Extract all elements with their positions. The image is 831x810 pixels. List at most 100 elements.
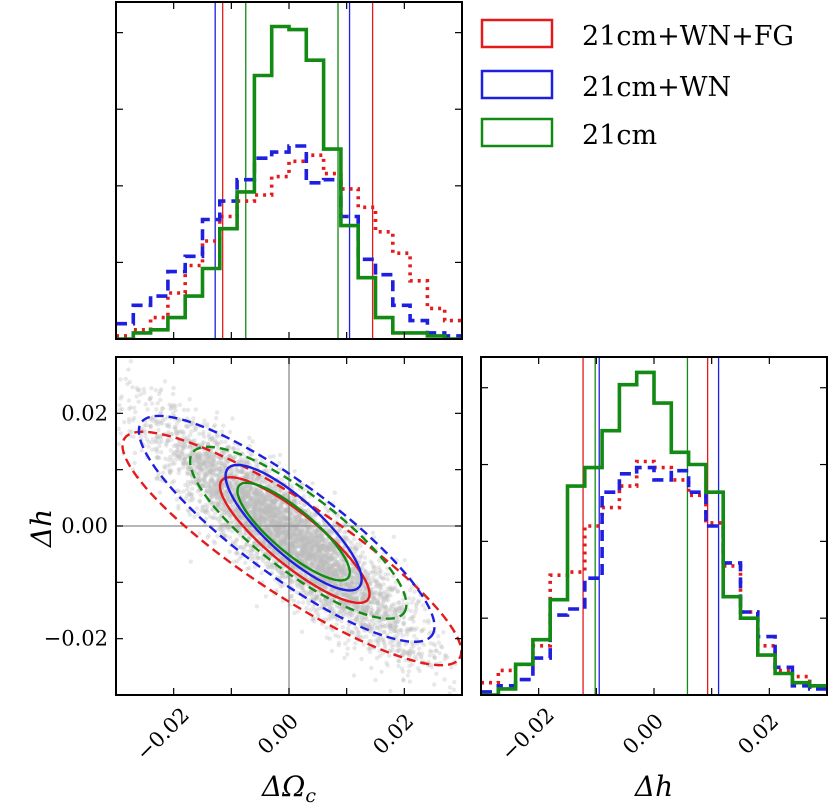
sample-point (299, 533, 304, 538)
sample-point (259, 509, 264, 514)
sample-point (164, 443, 169, 448)
sample-point (364, 608, 369, 613)
sample-point (294, 550, 299, 556)
sample-point (242, 495, 247, 501)
sample-point (233, 540, 238, 546)
sample-point (278, 583, 283, 589)
sample-point (276, 529, 281, 534)
sample-point (117, 403, 122, 408)
sample-point (102, 393, 106, 397)
sample-point (278, 536, 283, 542)
sample-point (329, 579, 334, 584)
sample-point (138, 434, 143, 439)
sample-point (276, 532, 282, 538)
sample-point (185, 483, 191, 488)
sample-point (171, 385, 176, 391)
sample-point (205, 424, 210, 429)
sample-point (432, 655, 437, 660)
sample-point (162, 465, 168, 471)
sample-point (308, 607, 313, 613)
sample-point (355, 526, 361, 532)
sample-point (322, 570, 327, 575)
sample-point (254, 457, 259, 462)
sample-point (309, 552, 314, 558)
sample-point (304, 536, 309, 541)
sample-point (337, 567, 342, 572)
sample-point (375, 609, 380, 615)
sample-point (330, 569, 335, 575)
sample-point (205, 421, 210, 427)
sample-point (452, 718, 456, 722)
sample-point (319, 557, 324, 562)
sample-point (278, 502, 283, 507)
sample-point (274, 527, 279, 532)
sample-point (335, 551, 341, 556)
sample-point (368, 649, 373, 655)
sample-point (266, 505, 271, 510)
sample-point (347, 595, 352, 600)
sample-point (325, 549, 330, 554)
sample-point (383, 643, 388, 648)
sample-point (208, 479, 213, 484)
sample-point (216, 468, 221, 473)
sample-point (368, 626, 374, 631)
sample-point (282, 516, 287, 521)
sample-point (251, 547, 256, 553)
sample-point (324, 547, 329, 552)
sample-point (335, 573, 340, 578)
sample-point (213, 463, 218, 468)
sample-point (377, 653, 383, 659)
sample-point (216, 446, 221, 451)
sample-point (282, 575, 287, 580)
sample-point (283, 516, 289, 521)
sample-point (380, 604, 385, 609)
sample-point (463, 694, 467, 698)
sample-point (385, 586, 390, 591)
sample-point (360, 620, 366, 625)
sample-point (218, 497, 223, 502)
sample-point (257, 516, 262, 522)
sample-point (132, 460, 137, 466)
sample-point (315, 553, 320, 559)
sample-point (257, 517, 262, 523)
sample-point (186, 509, 192, 514)
sample-point (188, 494, 194, 499)
sample-point (358, 555, 363, 560)
sample-point (274, 505, 279, 511)
sample-point (180, 445, 186, 450)
sample-point (420, 651, 425, 656)
sample-point (421, 642, 427, 648)
sample-point (270, 532, 275, 537)
sample-point (289, 510, 294, 515)
sample-point (197, 471, 202, 476)
sample-point (417, 646, 422, 651)
sample-point (241, 519, 246, 524)
sample-point (307, 535, 312, 540)
sample-point (370, 586, 375, 592)
sample-point (229, 518, 234, 524)
sample-point (375, 625, 380, 631)
sample-point (327, 542, 332, 547)
sample-point (311, 604, 316, 609)
sample-point (181, 489, 186, 494)
sample-point (187, 466, 192, 471)
sample-point (188, 559, 193, 564)
sample-point (267, 510, 273, 516)
sample-point (299, 548, 304, 554)
sample-point (290, 543, 296, 549)
sample-point (302, 519, 307, 525)
sample-point (327, 579, 332, 584)
sample-point (335, 569, 341, 575)
sample-point (159, 421, 165, 426)
sample-point (405, 651, 411, 656)
sample-point (308, 555, 313, 560)
sample-point (207, 514, 213, 519)
sample-point (317, 566, 322, 572)
sample-point (213, 515, 219, 521)
sample-point (310, 544, 316, 550)
sample-point (257, 508, 263, 513)
sample-point (353, 605, 358, 610)
sample-point (249, 485, 254, 490)
sample-point (192, 427, 198, 433)
sample-point (158, 387, 164, 392)
